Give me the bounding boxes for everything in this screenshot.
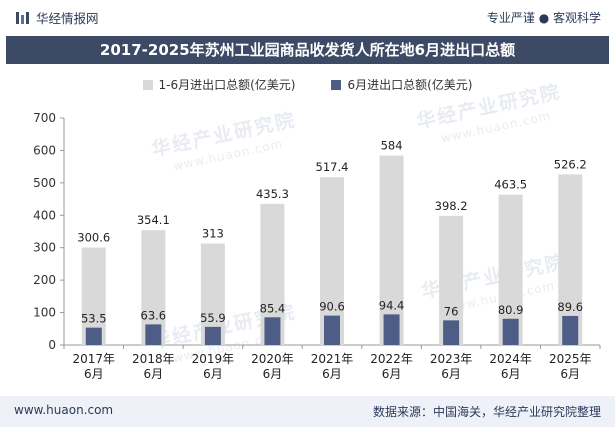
- data-label-total: 463.5: [494, 178, 527, 192]
- x-tick-label: 2024年: [489, 352, 532, 366]
- x-tick-label: 2025年: [549, 352, 592, 366]
- bar-june: [324, 315, 340, 345]
- footer-source: 数据来源：中国海关，华经产业研究院整理: [372, 405, 601, 419]
- bar-june: [562, 315, 579, 345]
- legend-swatch-june: [331, 79, 342, 90]
- data-label-total: 435.3: [256, 187, 289, 201]
- x-tick-label: 2020年: [251, 352, 294, 366]
- data-label-june: 55.9: [200, 311, 226, 325]
- brand-name: 华经情报网: [36, 11, 99, 26]
- y-tick-label: 700: [33, 111, 56, 125]
- data-label-june: 89.6: [557, 300, 583, 314]
- data-label-june: 85.4: [260, 301, 286, 315]
- x-tick-label: 6月: [441, 367, 461, 381]
- data-label-total: 517.4: [316, 160, 349, 174]
- y-tick-label: 100: [33, 306, 56, 320]
- x-tick-label: 2017年: [73, 352, 116, 366]
- data-label-total: 526.2: [554, 157, 587, 171]
- x-tick-label: 6月: [203, 367, 223, 381]
- legend-item-june: 6月进出口总额(亿美元): [331, 76, 472, 93]
- y-tick-label: 400: [33, 208, 56, 222]
- x-tick-label: 2023年: [430, 352, 473, 366]
- x-tick-label: 6月: [560, 367, 580, 381]
- tagline: 专业严谨 ● 客观科学: [486, 11, 601, 25]
- bar-june: [264, 317, 281, 345]
- x-tick-label: 6月: [263, 367, 283, 381]
- bar-june: [145, 324, 162, 345]
- legend-label-total: 1-6月进出口总额(亿美元): [158, 78, 296, 92]
- data-label-total: 398.2: [435, 199, 468, 213]
- data-label-total: 584: [381, 139, 403, 153]
- footer-website: www.huaon.com: [14, 403, 114, 417]
- chart-title: 2017-2025年苏州工业园商品收发货人所在地6月进出口总额: [6, 36, 609, 64]
- bar-june: [204, 326, 221, 345]
- chart-legend: 1-6月进出口总额(亿美元) 6月进出口总额(亿美元): [0, 76, 615, 93]
- brand: 华经情报网: [16, 8, 99, 27]
- data-label-june: 53.5: [81, 312, 107, 326]
- bar-june: [85, 327, 102, 345]
- footer: www.huaon.com 数据来源：中国海关，华经产业研究院整理: [0, 396, 615, 427]
- x-tick-label: 6月: [501, 367, 521, 381]
- x-tick-label: 6月: [322, 367, 342, 381]
- top-bar: 华经情报网 专业严谨 ● 客观科学: [0, 0, 615, 36]
- bar-june: [443, 320, 460, 345]
- data-label-total: 300.6: [77, 231, 110, 245]
- data-label-june: 80.9: [498, 303, 524, 317]
- legend-item-total: 1-6月进出口总额(亿美元): [142, 76, 296, 93]
- bar-june: [383, 314, 400, 345]
- x-tick-label: 2022年: [370, 352, 413, 366]
- y-tick-label: 500: [33, 176, 56, 190]
- data-label-june: 76: [444, 304, 459, 318]
- bar-total: [379, 155, 404, 345]
- brand-logo-icon: [16, 11, 30, 25]
- data-label-june: 63.6: [141, 308, 167, 322]
- x-tick-label: 2018年: [132, 352, 175, 366]
- x-tick-label: 6月: [144, 367, 164, 381]
- data-label-total: 313: [202, 226, 224, 240]
- y-tick-label: 0: [48, 338, 56, 352]
- bar-june: [502, 318, 519, 345]
- x-tick-label: 6月: [84, 367, 104, 381]
- y-tick-label: 200: [33, 273, 56, 287]
- data-label-total: 354.1: [137, 213, 170, 227]
- x-tick-label: 2021年: [311, 352, 354, 366]
- y-tick-label: 300: [33, 241, 56, 255]
- x-tick-label: 2019年: [192, 352, 235, 366]
- legend-label-june: 6月进出口总额(亿美元): [347, 78, 473, 92]
- x-tick-label: 6月: [382, 367, 402, 381]
- bar-total: [498, 194, 523, 345]
- bar-chart: 0100200300400500600700300.653.52017年6月35…: [33, 111, 601, 381]
- data-label-june: 94.4: [379, 298, 405, 312]
- y-tick-label: 600: [33, 143, 56, 157]
- legend-swatch-total: [142, 79, 153, 90]
- data-label-june: 90.6: [319, 300, 345, 314]
